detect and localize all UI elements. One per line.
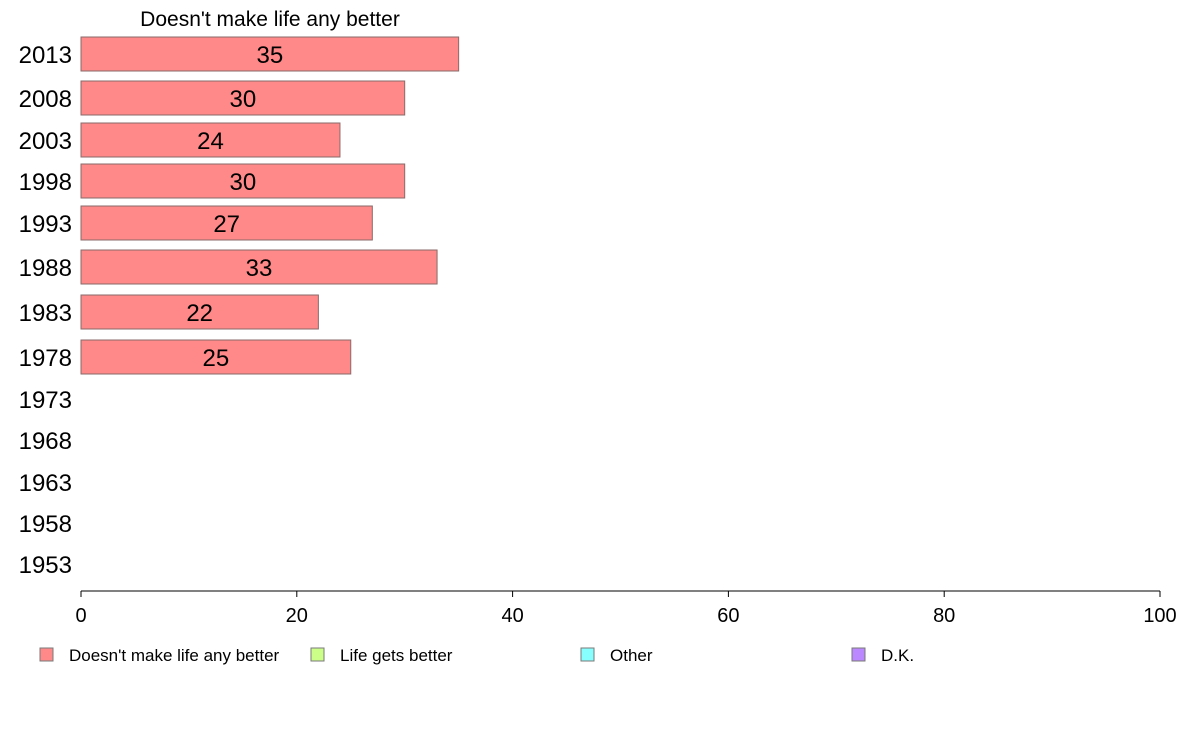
year-label-1978: 1978 — [19, 345, 72, 372]
legend-label-2: Other — [610, 646, 653, 665]
legend: Doesn't make life any better Life gets be… — [39, 646, 914, 665]
bar-value-label-1983: 22 — [186, 300, 213, 327]
legend-label-1: Life gets better — [340, 646, 453, 665]
x-tick-label-60: 60 — [717, 605, 739, 627]
year-label-1953: 1953 — [19, 552, 72, 579]
year-label-2013: 2013 — [19, 42, 72, 69]
chart-title: Doesn't make life any better — [140, 8, 400, 31]
x-tick-label-80: 80 — [933, 605, 955, 627]
year-labels-layer: 2013 2008 2003 1998 1993 1988 1983 1978 1973 1968… — [19, 42, 72, 579]
bar-value-label-1993: 27 — [213, 211, 240, 238]
legend-swatch-0 — [39, 647, 54, 662]
year-label-1963: 1963 — [19, 470, 72, 497]
bar-value-label-2003: 24 — [197, 128, 224, 155]
year-label-2008: 2008 — [19, 86, 72, 113]
bar-2013 — [80, 36, 460, 72]
x-tick-label-0: 0 — [75, 605, 86, 627]
year-label-2003: 2003 — [19, 128, 72, 155]
bar-1993 — [80, 205, 373, 241]
bar-value-label-1988: 33 — [246, 255, 273, 282]
year-label-1988: 1988 — [19, 255, 72, 282]
bar-1988 — [80, 249, 438, 285]
year-label-1958: 1958 — [19, 511, 72, 538]
legend-label-3: D.K. — [881, 646, 914, 665]
bar-2003 — [80, 122, 341, 158]
bar-1978 — [80, 339, 352, 375]
bar-value-label-2008: 30 — [229, 86, 256, 113]
x-axis: 0 20 40 60 80 100 — [75, 590, 1177, 627]
bar-1998 — [80, 163, 406, 199]
bar-value-label-1998: 30 — [229, 169, 256, 196]
bar-value-label-2013: 35 — [256, 42, 283, 69]
year-label-1993: 1993 — [19, 211, 72, 238]
x-tick-label-40: 40 — [501, 605, 523, 627]
legend-swatch-2 — [580, 647, 595, 662]
year-label-1983: 1983 — [19, 300, 72, 327]
bar-2008 — [80, 80, 406, 116]
bar-1983 — [80, 294, 319, 330]
x-tick-label-100: 100 — [1143, 605, 1176, 627]
legend-label-0: Doesn't make life any better — [69, 646, 280, 665]
legend-swatch-1 — [310, 647, 325, 662]
year-label-1968: 1968 — [19, 428, 72, 455]
year-label-1973: 1973 — [19, 387, 72, 414]
x-tick-label-20: 20 — [286, 605, 308, 627]
legend-swatch-3 — [851, 647, 866, 662]
year-label-1998: 1998 — [19, 169, 72, 196]
bar-value-label-1978: 25 — [203, 345, 230, 372]
